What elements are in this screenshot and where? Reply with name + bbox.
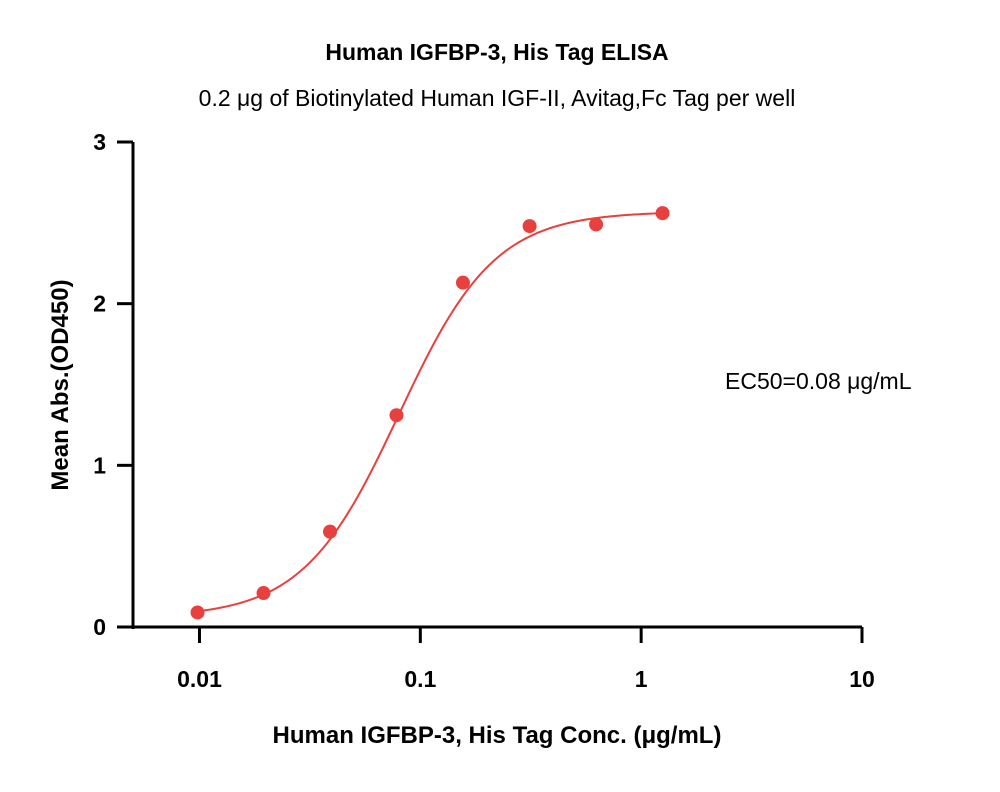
data-point	[522, 219, 537, 234]
x-tick-label: 10	[849, 666, 875, 692]
y-tick-label: 3	[93, 129, 106, 155]
x-axis-label: Human IGFBP-3, His Tag Conc. (μg/mL)	[273, 722, 722, 749]
data-point	[389, 408, 404, 423]
y-axis-label: Mean Abs.(OD450)	[47, 279, 74, 490]
x-tick-label: 0.01	[177, 666, 222, 692]
data-points	[190, 206, 670, 620]
y-tick-label: 1	[93, 452, 106, 478]
data-point	[190, 605, 205, 620]
data-point	[256, 586, 271, 601]
tick-labels: 0.01 0.1 1 10 0 1 2 3	[93, 129, 875, 692]
data-point	[589, 217, 604, 232]
data-point	[455, 275, 470, 290]
x-tick-label: 0.1	[404, 666, 436, 692]
fit-curve	[197, 212, 663, 613]
data-point	[323, 524, 338, 539]
x-tick-label: 1	[635, 666, 648, 692]
y-tick-label: 0	[93, 614, 106, 640]
ec50-annotation: EC50=0.08 μg/mL	[725, 368, 912, 394]
axes	[117, 142, 862, 629]
data-point	[655, 206, 670, 221]
y-tick-label: 2	[93, 291, 106, 317]
ticks	[117, 140, 864, 643]
chart-title: Human IGFBP-3, His Tag ELISA	[325, 39, 668, 65]
chart-subtitle: 0.2 μg of Biotinylated Human IGF-II, Avi…	[199, 85, 796, 111]
